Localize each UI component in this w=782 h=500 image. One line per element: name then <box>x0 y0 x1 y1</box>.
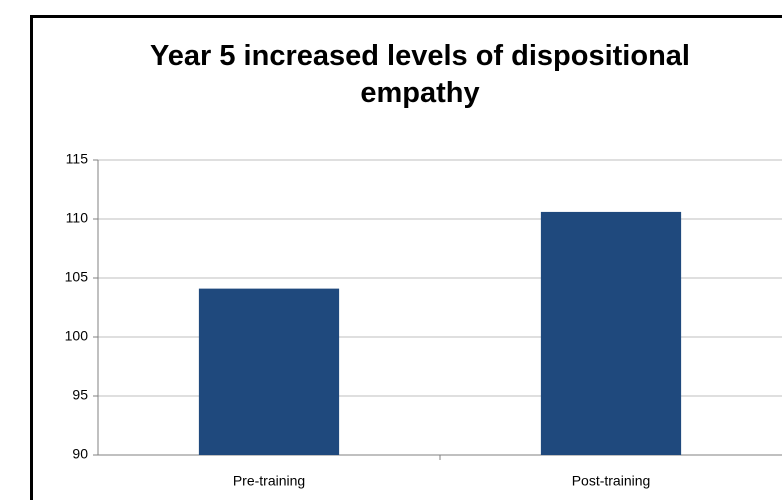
bar <box>540 211 682 455</box>
x-tick-label: Post-training <box>572 473 651 489</box>
y-tick-label: 95 <box>72 387 88 403</box>
y-tick-label: 105 <box>65 269 89 285</box>
y-tick-label: 100 <box>65 328 89 344</box>
chart-title: Year 5 increased levels of dispositional… <box>150 40 690 109</box>
x-tick-label: Pre-training <box>233 473 305 489</box>
chart-frame <box>30 15 782 500</box>
bar <box>198 288 340 455</box>
y-tick-label: 90 <box>72 446 88 462</box>
y-tick-label: 110 <box>66 210 89 226</box>
y-tick-label: 115 <box>66 151 89 167</box>
